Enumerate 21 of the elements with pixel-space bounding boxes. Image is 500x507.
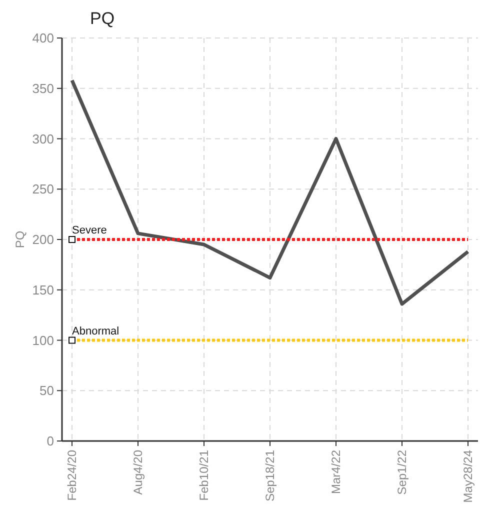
x-tick-label: May28/24 [461,450,476,503]
y-tick-label: 150 [32,282,54,298]
x-tick-label: Feb10/21 [197,450,212,501]
y-tick-label: 300 [32,131,54,146]
line-series [70,78,470,306]
y-tick-label: 350 [32,80,54,96]
y-tick-label: 400 [32,30,54,46]
y-tick-label: 200 [32,232,54,248]
x-tick-label: Feb24/20 [65,450,80,501]
x-tick-label: Sep1/22 [395,450,410,495]
ref-line-label: Abnormal [72,325,120,338]
y-tick-label: 100 [32,332,54,348]
x-tick-label: Mar4/22 [329,450,344,494]
y-tick-label: 250 [32,182,54,197]
y-tick-label: 50 [40,383,54,398]
ref-line-label: Severe [72,224,107,236]
chart-title: PQ [90,9,115,28]
x-tick-label: Sep18/21 [263,450,278,502]
y-axis-title: PQ [13,230,27,248]
y-tick-label: 0 [46,434,54,449]
x-tick-label: Aug4/20 [131,450,146,495]
